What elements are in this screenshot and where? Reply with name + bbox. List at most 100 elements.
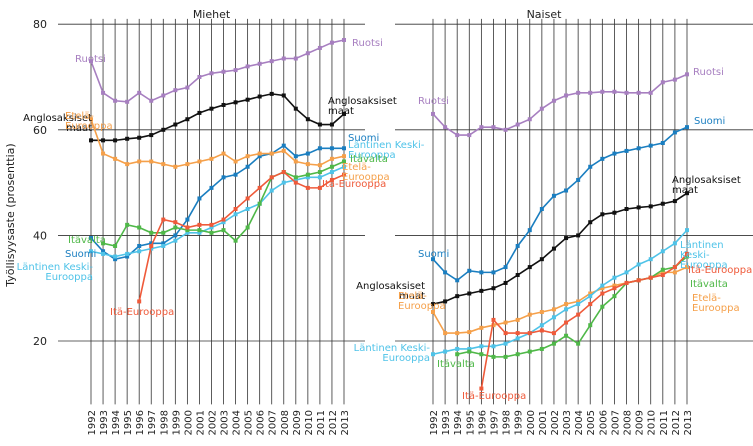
x-tick-label: 2004 — [574, 410, 585, 435]
data-point — [467, 330, 472, 335]
series-label: Ruotsi — [693, 67, 724, 78]
data-point — [672, 77, 677, 82]
data-point — [257, 201, 262, 206]
series-label: Itävalta — [350, 154, 388, 165]
data-point — [185, 117, 190, 122]
data-point — [113, 98, 118, 103]
y-tick-label: 20 — [33, 335, 47, 348]
series-label: Itä-Eurooppa — [322, 179, 387, 190]
data-point — [600, 283, 605, 288]
data-point — [636, 205, 641, 210]
series-label: Itävalta — [690, 279, 728, 290]
data-point — [672, 265, 677, 270]
data-point — [527, 312, 532, 317]
data-point — [551, 331, 556, 336]
x-tick-label: 2007 — [268, 410, 279, 435]
data-point — [479, 386, 484, 391]
y-tick-label: 40 — [33, 229, 47, 242]
data-point — [588, 323, 593, 328]
data-point — [672, 199, 677, 204]
data-point — [612, 286, 617, 291]
data-point — [636, 146, 641, 151]
series-label: Itävalta — [68, 235, 106, 246]
data-point — [624, 207, 629, 212]
data-point — [539, 309, 544, 314]
series-label: Itä-Eurooppa — [688, 265, 753, 276]
data-point — [539, 328, 544, 333]
series-line — [432, 126, 688, 282]
data-point — [648, 257, 653, 262]
data-point — [113, 156, 118, 161]
x-tick-label: 2001 — [195, 410, 206, 435]
series-label: Itävalta — [437, 359, 475, 370]
data-point — [269, 151, 274, 156]
data-point — [209, 71, 214, 76]
data-point — [245, 97, 250, 102]
x-tick-label: 1998 — [502, 410, 513, 435]
data-point — [503, 265, 508, 270]
data-point — [660, 80, 665, 85]
data-point — [329, 170, 334, 175]
data-point — [600, 156, 605, 161]
x-tick-label: 1998 — [159, 410, 170, 435]
series-line — [432, 192, 688, 305]
data-point — [636, 90, 641, 95]
series-label: Suomi — [348, 133, 380, 144]
data-point — [221, 228, 226, 233]
x-tick-label: 2001 — [538, 410, 549, 435]
series-label: Läntinen Keski- Eurooppa — [348, 140, 425, 161]
x-tick-label: 1994 — [111, 410, 122, 435]
data-point — [564, 320, 569, 325]
data-point — [125, 251, 130, 256]
data-point — [233, 207, 238, 212]
data-point — [221, 102, 226, 107]
data-point — [173, 238, 178, 243]
data-point — [197, 74, 202, 79]
data-point — [317, 170, 322, 175]
x-tick-label: 1999 — [514, 410, 525, 435]
data-point — [149, 230, 154, 235]
data-point — [503, 127, 508, 132]
data-point — [600, 89, 605, 94]
data-point — [455, 278, 460, 283]
x-tick-label: 2009 — [292, 410, 303, 435]
x-tick-label: 2003 — [562, 410, 573, 435]
data-point — [443, 125, 448, 130]
data-point — [431, 309, 435, 314]
data-point — [648, 275, 653, 280]
data-point — [624, 280, 629, 285]
data-point — [101, 251, 106, 256]
data-point — [539, 106, 544, 111]
data-point — [588, 90, 593, 95]
data-point — [149, 159, 154, 164]
data-point — [431, 111, 435, 116]
x-tick-label: 1992 — [87, 410, 98, 435]
data-point — [149, 133, 154, 138]
data-point — [588, 291, 593, 296]
data-point — [527, 117, 532, 122]
data-point — [685, 265, 689, 270]
x-tick-label: 2013 — [340, 410, 351, 435]
x-tick-label: 2002 — [207, 410, 218, 435]
series-label: Ruotsi — [418, 96, 449, 107]
data-point — [305, 51, 310, 56]
data-point — [467, 349, 472, 354]
data-point — [467, 346, 472, 351]
data-point — [137, 299, 142, 304]
data-point — [173, 122, 178, 127]
data-point — [564, 302, 569, 307]
data-point — [443, 299, 448, 304]
data-point — [467, 133, 472, 138]
data-point — [342, 111, 346, 116]
data-point — [233, 100, 238, 105]
data-point — [101, 241, 106, 246]
data-point — [503, 280, 508, 285]
series-line — [91, 93, 345, 142]
x-tick-label: 1996 — [477, 410, 488, 435]
data-point — [173, 88, 178, 93]
data-point — [491, 286, 496, 291]
data-point — [491, 317, 496, 322]
data-point — [125, 136, 130, 141]
data-point — [527, 228, 532, 233]
